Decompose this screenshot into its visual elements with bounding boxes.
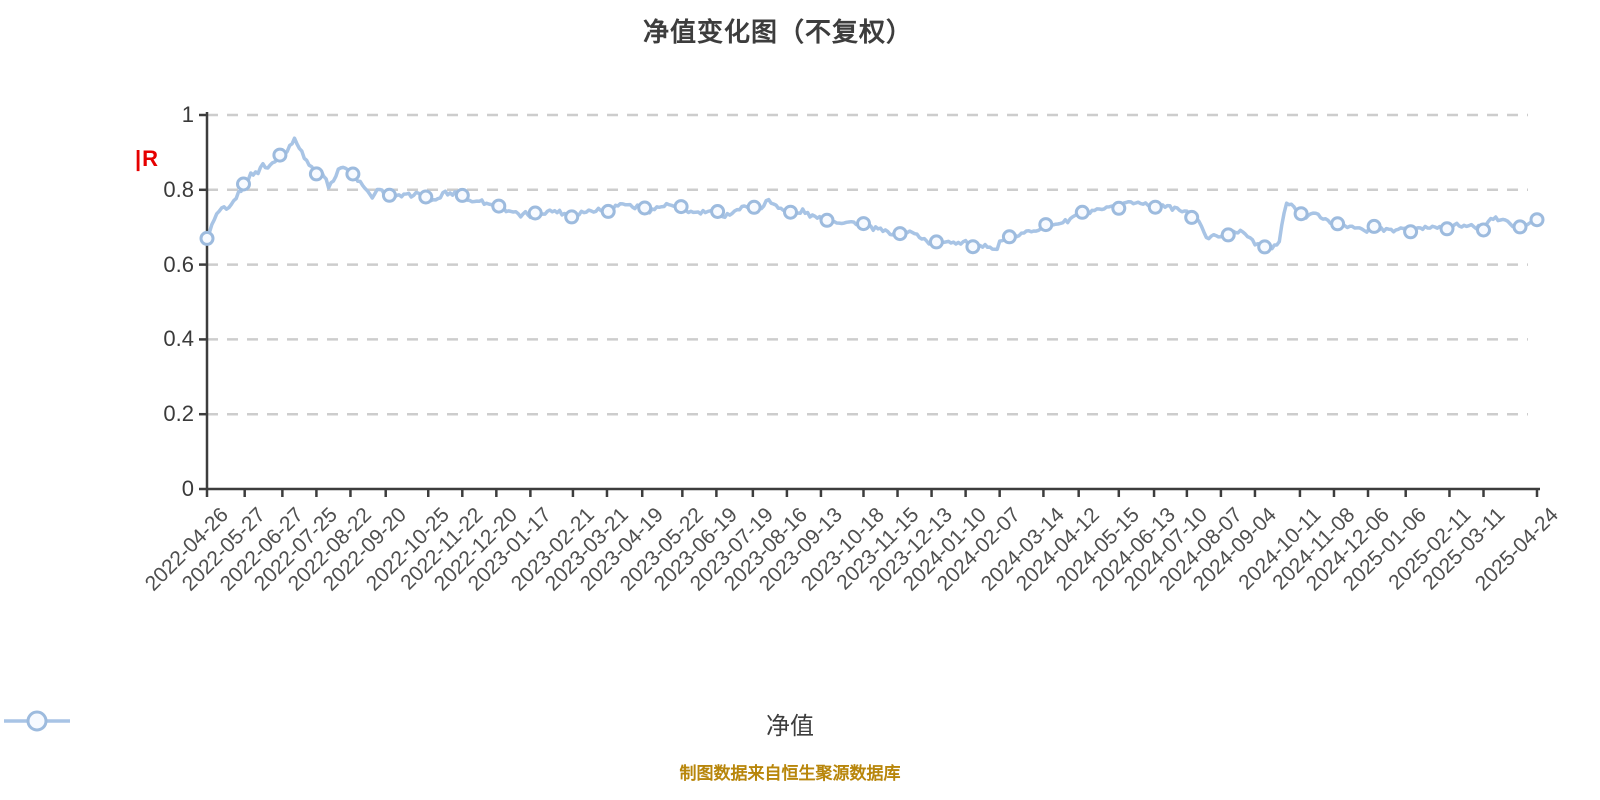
nav-line-series <box>205 136 1539 252</box>
legend: 净值 <box>0 706 1580 741</box>
data-point-marker <box>600 203 616 219</box>
data-point-marker <box>491 198 507 214</box>
data-point-marker <box>308 166 324 182</box>
data-point-marker <box>965 239 981 255</box>
data-point-marker <box>710 204 726 219</box>
data-point-marker <box>1293 206 1309 222</box>
data-point-marker <box>783 204 798 220</box>
data-point-marker <box>1512 219 1528 235</box>
data-point-marker <box>272 147 288 163</box>
data-point-marker <box>1111 200 1127 216</box>
data-point-marker <box>1220 227 1236 243</box>
data-point-marker <box>1529 212 1545 228</box>
data-point-marker <box>928 234 944 250</box>
y-tick-label: 0 <box>181 476 194 501</box>
legend-label: 净值 <box>766 713 814 740</box>
y-tick-label: 0.4 <box>163 326 194 352</box>
data-point-marker <box>527 205 543 221</box>
y-tick-label: 0.8 <box>163 176 194 202</box>
data-point-marker <box>1403 224 1419 240</box>
chart-title: 净值变化图（不复权） <box>642 17 913 47</box>
data-point-marker <box>637 200 653 216</box>
y-tick-label: 0.6 <box>163 251 194 277</box>
data-point-marker <box>1257 239 1273 255</box>
data-point-marker <box>1330 216 1346 232</box>
data-point-marker <box>1366 218 1382 234</box>
y-axis-unit-mark: |R <box>135 146 160 171</box>
data-point-marker <box>892 226 908 242</box>
data-point-marker <box>1001 229 1017 245</box>
data-point-marker <box>564 209 580 225</box>
data-point-marker <box>1184 209 1200 225</box>
y-tick-label: 1 <box>181 102 194 127</box>
data-point-marker <box>1147 199 1163 215</box>
legend-marker-icon <box>4 710 70 732</box>
data-point-marker <box>856 216 871 232</box>
data-point-marker <box>454 187 470 203</box>
data-point-marker <box>418 189 434 205</box>
y-tick-label: 0.2 <box>163 401 194 427</box>
data-point-marker <box>345 166 361 182</box>
data-point-marker <box>1476 222 1491 238</box>
data-point-marker <box>199 230 215 246</box>
data-point-marker <box>673 199 689 215</box>
data-source-note: 制图数据来自恒生聚源数据库 <box>679 764 901 783</box>
data-point-marker <box>746 199 762 215</box>
data-point-marker <box>381 187 397 203</box>
data-point-marker <box>1439 221 1455 237</box>
data-point-marker <box>1074 204 1090 220</box>
data-point-marker <box>1038 217 1054 233</box>
data-point-marker <box>236 176 251 192</box>
data-point-marker <box>819 212 835 228</box>
